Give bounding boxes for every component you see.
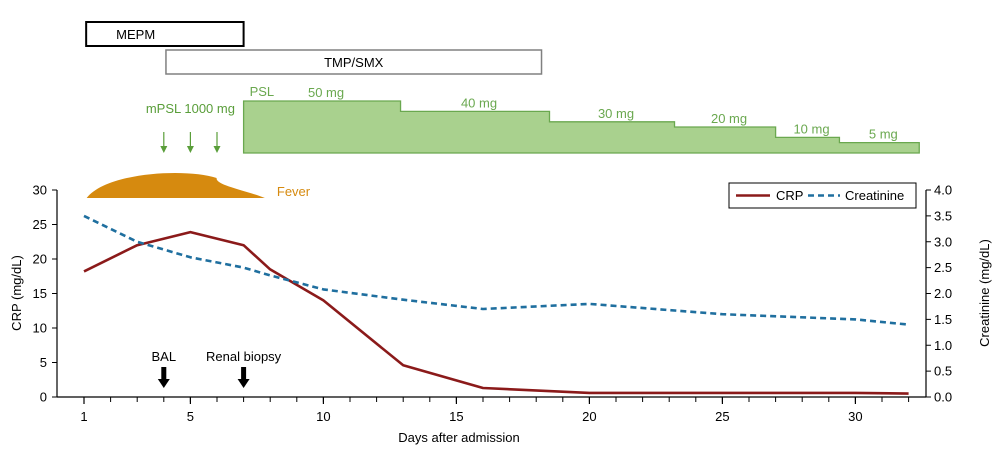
psl-step-label: 10 mg <box>793 121 829 136</box>
left-y-tick-label: 5 <box>40 355 47 370</box>
left-y-tick-label: 25 <box>33 217 47 232</box>
mpsl-label: mPSL 1000 mg <box>146 101 235 116</box>
event-arrow <box>157 367 170 388</box>
psl-step-label: 5 mg <box>869 127 898 142</box>
right-y-tick-label: 1.5 <box>934 312 952 327</box>
x-tick-label: 20 <box>582 409 596 424</box>
right-y-tick-label: 3.5 <box>934 208 952 223</box>
right-y-tick-label: 3.0 <box>934 234 952 249</box>
left-y-tick-label: 20 <box>33 252 47 267</box>
right-y-axis-label: Creatinine (mg/dL) <box>977 239 992 347</box>
mpsl-arrow-head <box>160 146 168 153</box>
psl-step-label: 30 mg <box>598 106 634 121</box>
fever-label: Fever <box>277 184 311 199</box>
drug-bar-mepm <box>85 21 245 47</box>
x-tick-label: 25 <box>715 409 729 424</box>
event-arrow <box>237 367 250 388</box>
event-label: BAL <box>152 349 177 364</box>
right-y-tick-label: 0.0 <box>934 390 952 405</box>
left-y-axis-label: CRP (mg/dL) <box>9 255 24 331</box>
psl-step-label: 20 mg <box>711 111 747 126</box>
psl-dose-area <box>242 100 920 154</box>
legend-label-creatinine: Creatinine <box>845 188 904 203</box>
left-y-tick-label: 10 <box>33 321 47 336</box>
series-line-creatinine <box>83 214 909 326</box>
drug-label: TMP/SMX <box>324 55 384 70</box>
mpsl-arrow-head <box>213 146 221 153</box>
x-tick-label: 1 <box>80 409 87 424</box>
left-y-tick-label: 0 <box>40 390 47 405</box>
psl-label: PSL <box>250 84 275 99</box>
x-tick-label: 30 <box>848 409 862 424</box>
right-y-tick-label: 2.0 <box>934 286 952 301</box>
event-label: Renal biopsy <box>206 349 282 364</box>
x-tick-label: 5 <box>187 409 194 424</box>
x-tick-label: 10 <box>316 409 330 424</box>
right-y-tick-label: 0.5 <box>934 364 952 379</box>
left-y-tick-label: 30 <box>33 183 47 198</box>
legend-label-crp: CRP <box>776 188 803 203</box>
series-line-crp <box>83 230 909 395</box>
x-tick-label: 15 <box>449 409 463 424</box>
drug-bar-tmpsmx <box>165 49 543 75</box>
right-y-tick-label: 2.5 <box>934 260 952 275</box>
fever-shape <box>86 172 265 198</box>
psl-step-label: 50 mg <box>308 85 344 100</box>
psl-step-label: 40 mg <box>461 95 497 110</box>
drug-label: MEPM <box>116 27 155 42</box>
mpsl-arrow-head <box>186 146 194 153</box>
right-y-tick-label: 4.0 <box>934 183 952 198</box>
left-y-tick-label: 15 <box>33 286 47 301</box>
right-y-tick-label: 1.0 <box>934 338 952 353</box>
x-axis-label: Days after admission <box>398 430 519 445</box>
